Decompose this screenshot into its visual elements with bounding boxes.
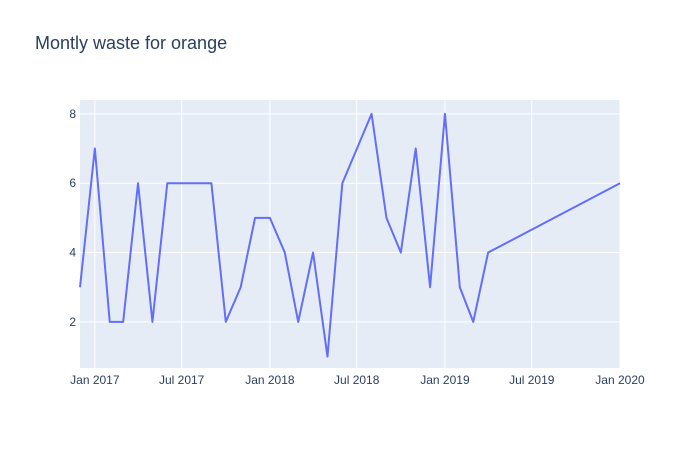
x-tick-label: Jan 2018 [245, 373, 295, 387]
chart-title: Montly waste for orange [35, 33, 228, 53]
x-tick-label: Jan 2017 [70, 373, 120, 387]
x-axis-ticks: Jan 2017 Jul 2017 Jan 2018 Jul 2018 Jan 2019… [70, 373, 645, 387]
y-tick-label: 2 [69, 315, 76, 329]
plot-background [80, 100, 620, 368]
y-axis-ticks: 2 4 6 8 [69, 107, 76, 329]
x-tick-label: Jan 2019 [420, 373, 470, 387]
x-tick-label: Jul 2017 [159, 373, 205, 387]
x-tick-label: Jul 2018 [334, 373, 380, 387]
x-tick-label: Jul 2019 [509, 373, 555, 387]
x-tick-label: Jan 2020 [595, 373, 645, 387]
y-tick-label: 8 [69, 107, 76, 121]
series-layer [79, 112, 621, 358]
y-tick-label: 6 [69, 176, 76, 190]
series-line [79, 112, 621, 358]
y-tick-label: 4 [69, 246, 76, 260]
